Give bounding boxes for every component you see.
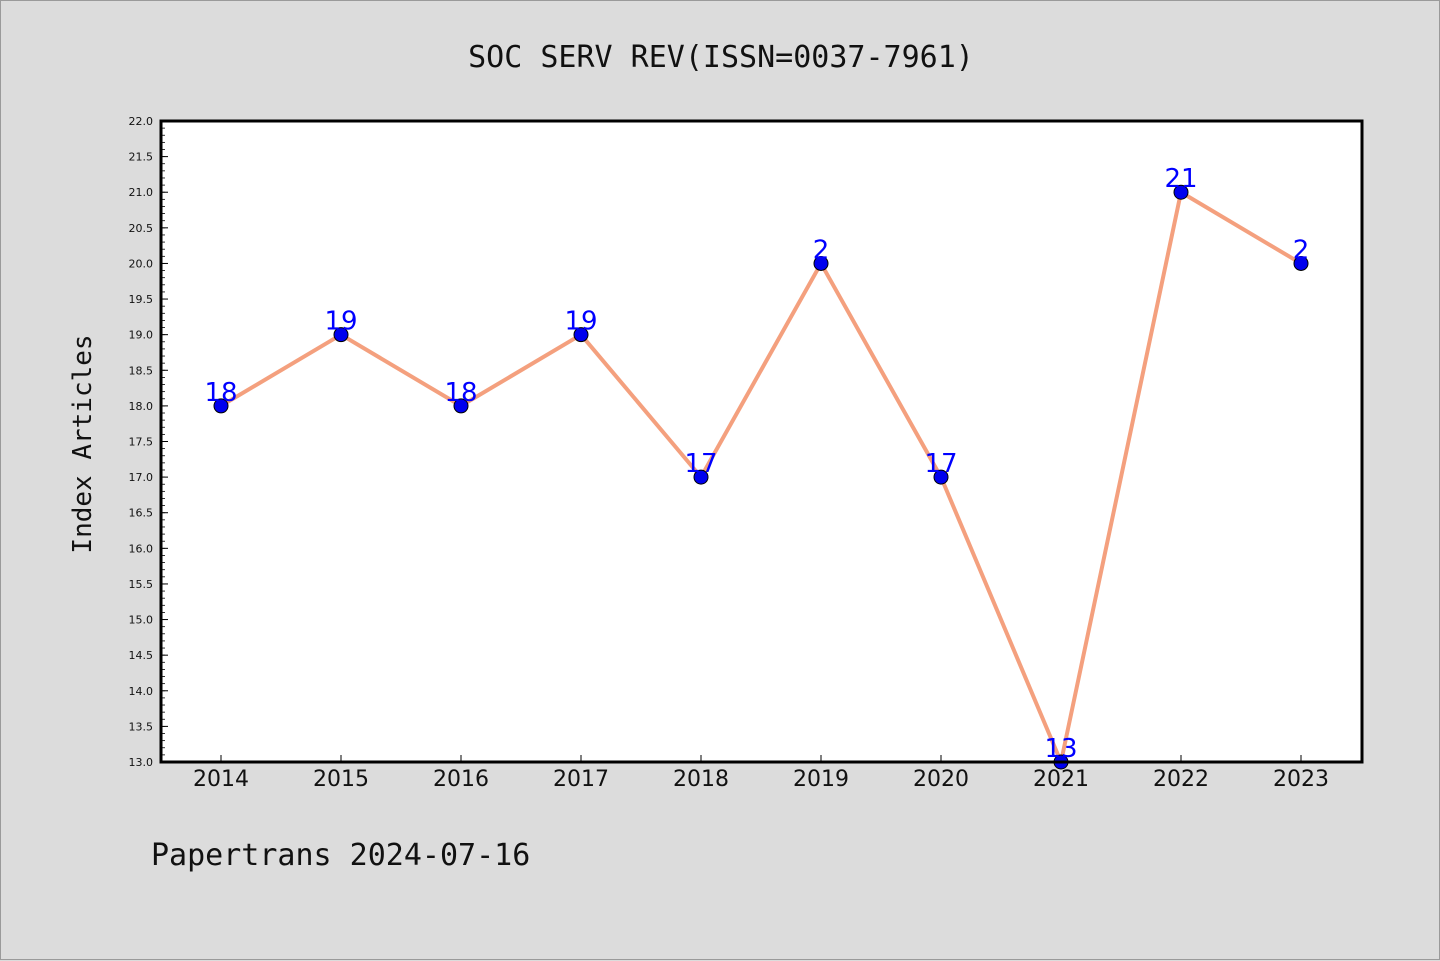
data-label: 21 bbox=[1164, 164, 1197, 194]
markers bbox=[213, 184, 1309, 770]
data-label: 18 bbox=[444, 378, 477, 408]
y-tick-label: 18.5 bbox=[129, 364, 154, 377]
x-tick-label: 2020 bbox=[913, 767, 969, 792]
data-point bbox=[813, 255, 829, 271]
data-label: 18 bbox=[204, 378, 237, 408]
plot-border bbox=[159, 119, 1364, 764]
y-tick-label: 15.0 bbox=[129, 614, 154, 627]
data-labels: 18 19 18 19 17 2 17 13 21 2 bbox=[204, 164, 1309, 764]
x-tick-label: 2022 bbox=[1153, 767, 1209, 792]
y-tick-label: 13.5 bbox=[129, 720, 154, 733]
data-point bbox=[1293, 255, 1309, 271]
data-label: 13 bbox=[1044, 734, 1077, 764]
data-label: 2 bbox=[813, 235, 830, 265]
data-label: 17 bbox=[684, 449, 717, 479]
y-tick-label: 16.5 bbox=[129, 507, 154, 520]
x-tick-label: 2017 bbox=[553, 767, 609, 792]
x-tick-label: 2016 bbox=[433, 767, 489, 792]
footer-text: Papertrans 2024-07-16 bbox=[151, 838, 530, 873]
data-point bbox=[333, 327, 349, 343]
y-tick-label: 15.5 bbox=[129, 578, 154, 591]
x-tick-label: 2021 bbox=[1033, 767, 1089, 792]
y-tick-label: 21.5 bbox=[129, 151, 154, 164]
data-label: 19 bbox=[564, 307, 597, 337]
y-tick-label: 19.5 bbox=[129, 293, 154, 306]
y-tick-label: 19.0 bbox=[129, 329, 154, 342]
y-tick-label: 17.5 bbox=[129, 436, 154, 449]
series-line bbox=[219, 190, 1303, 764]
y-tick-label: 13.0 bbox=[129, 756, 154, 769]
data-label: 17 bbox=[924, 449, 957, 479]
y-tick-label: 14.0 bbox=[129, 685, 154, 698]
y-tick-label: 17.0 bbox=[129, 471, 154, 484]
y-tick-label: 20.5 bbox=[129, 222, 154, 235]
data-point bbox=[693, 469, 709, 485]
chart-title: SOC SERV REV(ISSN=0037-7961) bbox=[468, 40, 974, 75]
y-tick-label: 18.0 bbox=[129, 400, 154, 413]
x-tick-label: 2015 bbox=[313, 767, 369, 792]
y-axis-label: Index Articles bbox=[68, 334, 98, 553]
x-tick-label: 2023 bbox=[1273, 767, 1329, 792]
x-tick-label: 2018 bbox=[673, 767, 729, 792]
series bbox=[219, 190, 1303, 764]
y-tick-label: 20.0 bbox=[129, 257, 154, 270]
data-label: 2 bbox=[1293, 235, 1310, 265]
x-tick-label: 2019 bbox=[793, 767, 849, 792]
data-point bbox=[1173, 184, 1189, 200]
data-label: 19 bbox=[324, 307, 357, 337]
y-tick-label: 22.0 bbox=[129, 115, 154, 128]
y-tick-label: 21.0 bbox=[129, 186, 154, 199]
plot-area bbox=[161, 121, 1362, 762]
data-point bbox=[573, 327, 589, 343]
y-tick-label: 14.5 bbox=[129, 649, 154, 662]
data-point bbox=[213, 398, 229, 414]
x-tick-label: 2014 bbox=[193, 767, 249, 792]
data-point bbox=[933, 469, 949, 485]
y-tick-label: 16.0 bbox=[129, 542, 154, 555]
data-point bbox=[453, 398, 469, 414]
